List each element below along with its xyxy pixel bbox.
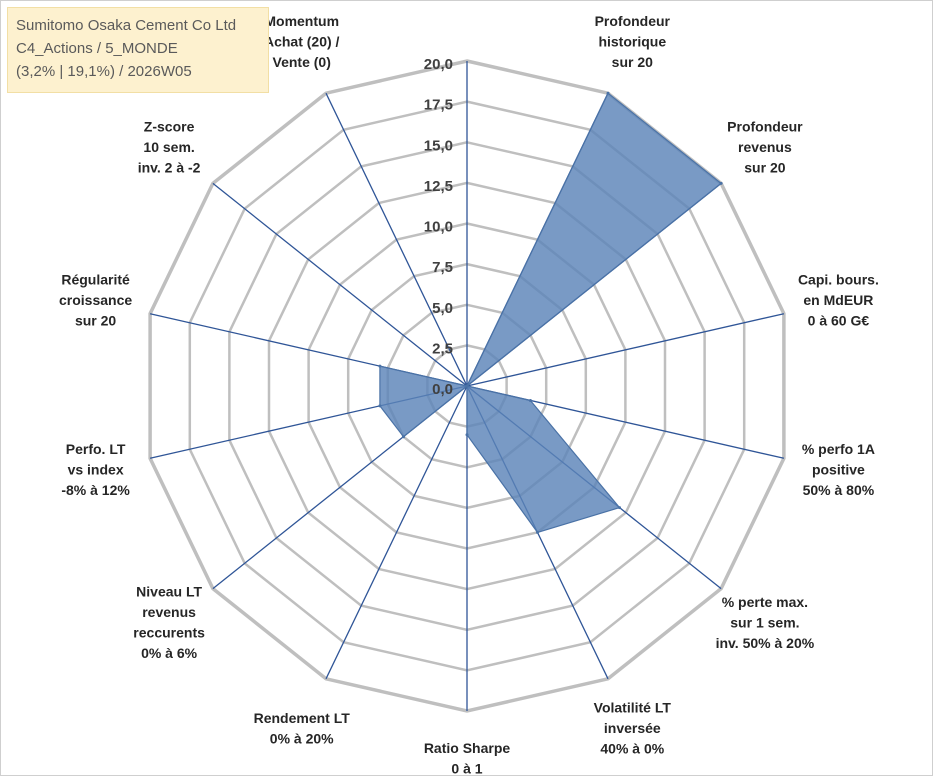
series-point [528,399,532,402]
category-label-line: 0% à 6% [141,645,198,661]
radar-series [378,91,723,534]
category-label-line: en MdEUR [803,292,873,308]
category-label: Profondeur historique sur 20 [595,13,671,70]
category-label-line: Z-score [144,119,195,135]
tick-label: 15,0 [424,137,453,154]
info-company-name: Sumitomo Osaka Cement Co Ltd [16,17,237,34]
tick-label: 0,0 [432,381,453,398]
category-label-line: Niveau LT [136,584,202,600]
tick-label: 17,5 [424,97,453,114]
series-point [536,530,539,534]
category-label-line: Capi. bours. [798,272,879,288]
tick-label: 2,5 [432,340,453,357]
tick-label: 5,0 [432,300,453,317]
series-point [465,384,469,388]
category-label-line: Ratio Sharpe [424,740,511,756]
tick-label: 7,5 [432,259,453,276]
category-label-line: 50% à 80% [803,482,875,498]
category-label: Volatilité LT inversée 40% à 0% [594,700,672,757]
radial-tick-labels: 0,0 2,5 5,0 7,5 10,0 12,5 15,0 17,5 20,0 [424,56,453,398]
category-label: Ratio Sharpe 0 à 1 [424,740,511,777]
category-label: Perfo. LT vs index -8% à 12% [61,441,130,498]
category-label-line: 10 sem. [143,139,194,155]
category-label-line: % perte max. [722,594,808,610]
category-label-line: 0% à 20% [270,730,334,746]
category-label-line: revenus [142,604,196,620]
category-label-line: inv. 50% à 20% [716,635,815,651]
category-label: Momentum Achat (20) / Vente (0) [264,13,340,70]
category-label-line: inversée [604,720,661,736]
category-labels: NoteESG sur 20Profondeurhistoriquesur 20… [59,13,879,777]
category-label: % perte max. sur 1 sem. inv. 50% à 20% [716,594,815,651]
info-category: C4_Actions / 5_MONDE [16,40,178,57]
category-label: Z-score 10 sem. inv. 2 à -2 [138,119,201,176]
axis-spoke [325,385,468,680]
axis-spoke [212,182,468,387]
category-label: Rendement LT 0% à 20% [254,710,351,747]
info-stats: (3,2% | 19,1%) / 2026W05 [16,63,192,80]
category-label: Capi. bours. en MdEUR 0 à 60 G€ [798,272,879,329]
series-point [465,433,469,437]
category-label: Profondeur revenus sur 20 [727,119,803,176]
category-label-line: historique [598,34,666,50]
category-label-line: Volatilité LT [594,700,672,716]
tick-label: 20,0 [424,56,453,73]
category-label-line: % perfo 1A [802,441,875,457]
axis-spoke [325,92,468,387]
category-label: Niveau LT revenus reccurents 0% à 6% [133,584,205,662]
category-label-line: Rendement LT [254,710,351,726]
category-label-line: revenus [738,139,792,155]
axis-spoke [466,313,785,387]
series-point [719,181,723,185]
category-label-line: vs index [68,462,124,478]
series-point [378,404,382,408]
tick-label: 10,0 [424,219,453,236]
category-label-line: sur 20 [744,160,785,176]
category-label-line: Régularité [61,272,130,288]
category-label-line: Achat (20) / [264,34,340,50]
category-label-line: Perfo. LT [66,441,126,457]
category-label-line: inv. 2 à -2 [138,160,201,176]
category-label-line: sur 20 [75,313,116,329]
category-label-line: reccurents [133,625,205,641]
category-label-line: 0 à 1 [451,761,482,777]
category-label-line: croissance [59,292,132,308]
series-point [606,91,610,95]
tick-label: 12,5 [424,178,453,195]
info-box: Sumitomo Osaka Cement Co Ltd C4_Actions … [7,7,269,93]
category-label: Régularité croissance sur 20 [59,272,132,329]
category-label-line: -8% à 12% [61,482,130,498]
series-point [378,364,382,368]
category-label-line: Profondeur [595,13,671,29]
category-label-line: Momentum [264,13,339,29]
category-label-line: 0 à 60 G€ [808,313,870,329]
category-label-line: Vente (0) [273,54,331,70]
series-point [402,435,405,439]
category-label-line: sur 1 sem. [730,614,799,630]
category-label: % perfo 1A positive 50% à 80% [802,441,875,498]
series-point [618,506,621,510]
category-label-line: positive [812,462,865,478]
category-label-line: sur 20 [612,54,653,70]
category-label-line: Profondeur [727,119,803,135]
category-label-line: 40% à 0% [600,741,664,757]
